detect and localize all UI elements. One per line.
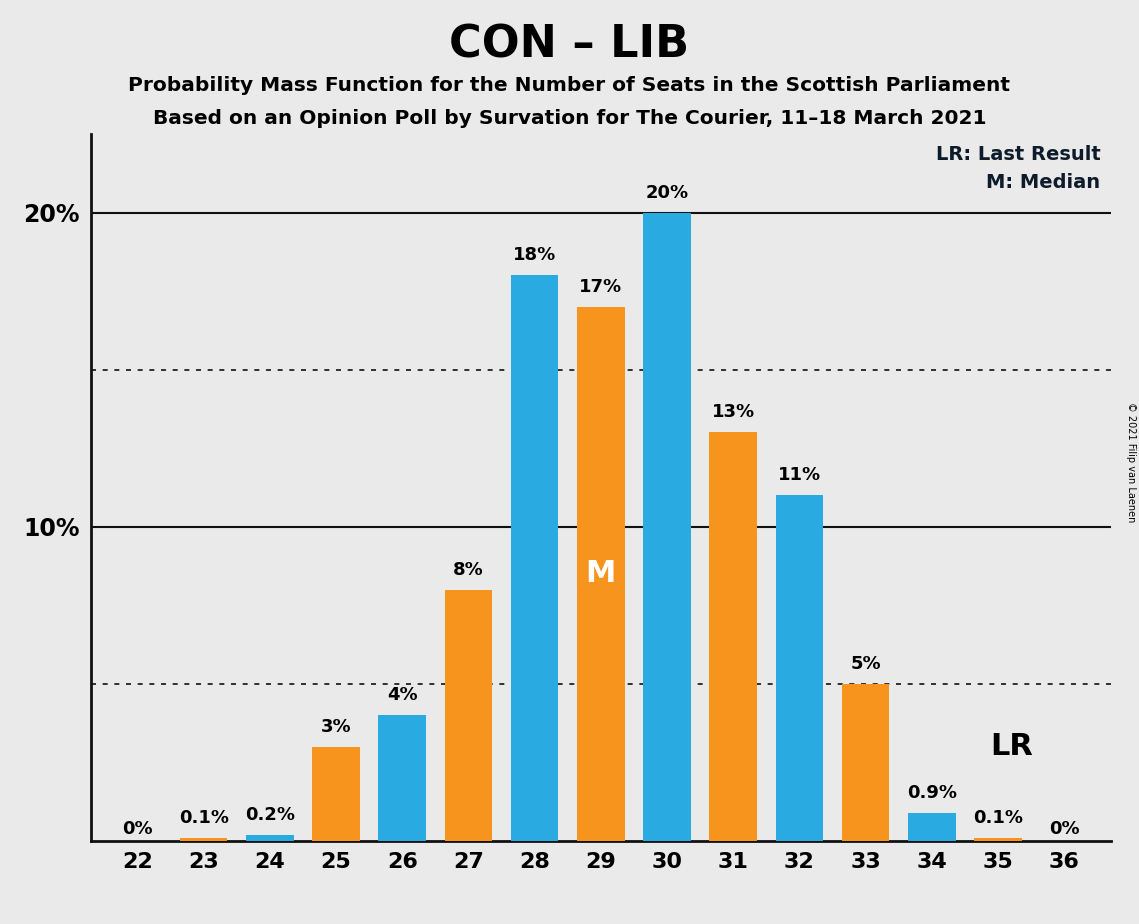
Text: 3%: 3%	[321, 718, 351, 736]
Text: Probability Mass Function for the Number of Seats in the Scottish Parliament: Probability Mass Function for the Number…	[129, 76, 1010, 95]
Bar	[908, 812, 956, 841]
Text: 8%: 8%	[453, 561, 484, 578]
Bar	[378, 715, 426, 841]
Text: Based on an Opinion Poll by Survation for The Courier, 11–18 March 2021: Based on an Opinion Poll by Survation fo…	[153, 109, 986, 128]
Text: 0.9%: 0.9%	[907, 784, 957, 802]
Bar	[710, 432, 757, 841]
Bar	[577, 307, 624, 841]
Text: LR: LR	[990, 732, 1033, 761]
Text: 4%: 4%	[387, 687, 418, 704]
Text: © 2021 Filip van Laenen: © 2021 Filip van Laenen	[1126, 402, 1136, 522]
Text: 0.1%: 0.1%	[973, 808, 1023, 827]
Text: 0%: 0%	[122, 821, 153, 838]
Bar	[776, 495, 823, 841]
Bar	[842, 684, 890, 841]
Text: 0.1%: 0.1%	[179, 808, 229, 827]
Text: 20%: 20%	[646, 184, 689, 201]
Bar	[246, 834, 294, 841]
Bar	[510, 275, 558, 841]
Text: M: Median: M: Median	[986, 173, 1100, 192]
Text: 17%: 17%	[580, 278, 622, 296]
Bar	[312, 747, 360, 841]
Text: 0.2%: 0.2%	[245, 806, 295, 823]
Bar	[974, 838, 1022, 841]
Bar	[644, 213, 691, 841]
Text: CON – LIB: CON – LIB	[450, 23, 689, 67]
Text: LR: Last Result: LR: Last Result	[935, 144, 1100, 164]
Bar	[180, 838, 228, 841]
Bar	[444, 590, 492, 841]
Text: 0%: 0%	[1049, 821, 1080, 838]
Text: 5%: 5%	[851, 655, 880, 673]
Text: 13%: 13%	[712, 404, 755, 421]
Text: M: M	[585, 559, 616, 589]
Text: 18%: 18%	[513, 247, 556, 264]
Text: 11%: 11%	[778, 467, 821, 484]
